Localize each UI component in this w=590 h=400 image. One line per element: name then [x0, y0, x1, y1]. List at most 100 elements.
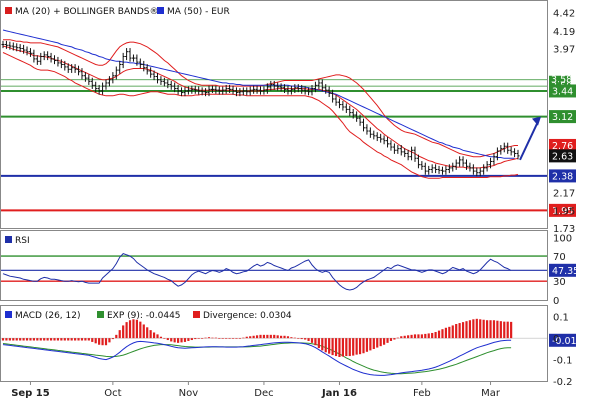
divergence-bar: [293, 337, 296, 339]
price-tick-label-4: 1.95: [553, 206, 575, 217]
divergence-bar: [235, 338, 238, 339]
divergence-bar: [101, 338, 104, 346]
divergence-bar: [345, 338, 348, 357]
divergence-bar: [341, 338, 344, 357]
divergence-bar: [417, 334, 420, 339]
legend-swatch-ma20: [5, 7, 12, 14]
price-tag-1-box: [549, 149, 576, 163]
divergence-bar: [269, 334, 272, 339]
divergence-bar: [74, 338, 77, 341]
divergence-bar: [379, 338, 382, 347]
divergence-bar: [29, 338, 32, 341]
divergence-bar: [331, 338, 334, 356]
bollinger-lower-line: [2, 52, 519, 179]
price-tick-label-2: 3.97: [553, 44, 575, 55]
divergence-bar: [49, 338, 53, 341]
divergence-bar: [472, 319, 475, 339]
divergence-bar: [221, 338, 224, 339]
divergence-bar: [238, 338, 241, 339]
divergence-bar: [84, 338, 87, 341]
divergence-bar: [67, 338, 70, 341]
legend-swatch-exp: [97, 311, 104, 318]
divergence-bar: [355, 338, 358, 355]
divergence-bar: [163, 338, 166, 339]
rsi-panel-frame: [0, 230, 548, 301]
divergence-bar: [403, 335, 406, 339]
rsi-current-tag-box: [549, 263, 576, 277]
value-tags: 3.583.503.443.122.381.952.762.6347.35-0.…: [549, 75, 579, 347]
divergence-bar: [407, 335, 410, 339]
divergence-bar: [22, 338, 25, 341]
macd-tick-label-0: 0.1: [553, 313, 569, 324]
divergence-bar: [396, 337, 399, 339]
legend-swatch-divergence: [193, 311, 200, 318]
macd-current-tag-label: -0.01: [552, 336, 577, 347]
divergence-bar: [461, 322, 465, 339]
divergence-bar: [173, 338, 176, 343]
divergence-bar: [468, 320, 472, 339]
divergence-bar: [283, 335, 286, 339]
divergence-bar: [492, 320, 496, 339]
divergence-bar: [400, 336, 403, 339]
divergence-bar: [39, 338, 42, 341]
divergence-bar: [262, 334, 266, 339]
divergence-bar: [259, 334, 262, 339]
divergence-bar: [273, 334, 276, 339]
divergence-bar: [207, 337, 211, 339]
legend-ma50-label: MA (50) - EUR: [167, 7, 230, 17]
divergence-bar: [187, 338, 190, 341]
divergence-bar: [5, 338, 8, 341]
divergence-bar: [455, 324, 458, 339]
divergence-bar: [132, 319, 135, 339]
divergence-bar: [56, 338, 60, 341]
x-axis-label-6: Mar: [481, 388, 501, 399]
divergence-bar: [204, 337, 207, 339]
divergence-bar: [1, 338, 5, 341]
divergence-bar: [142, 324, 145, 339]
x-axis-labels: Sep 15 Oct Nov Dec Jan 16 Feb Mar: [11, 381, 501, 399]
rsi-line: [2, 253, 512, 291]
divergence-bar: [310, 338, 314, 343]
divergence-bar: [499, 321, 502, 339]
rsi-legend: RSI: [5, 236, 30, 246]
divergence-bar: [496, 320, 499, 339]
divergence-bar: [252, 335, 255, 339]
legend-rsi-label: RSI: [15, 236, 30, 246]
divergence-bar: [334, 338, 338, 357]
divergence-bar: [280, 335, 283, 339]
price-legend: MA (20) + BOLLINGER BANDS® MA (50) - EUR: [5, 7, 230, 17]
divergence-bar: [510, 321, 513, 339]
x-axis-label-0: Sep 15: [11, 388, 50, 399]
divergence-bar: [146, 327, 149, 339]
divergence-bar: [166, 338, 169, 341]
rsi-tick-label-3: 0: [553, 296, 559, 307]
x-axis-label-5: Feb: [413, 388, 431, 399]
ma50-line: [2, 29, 515, 159]
divergence-bar: [321, 338, 324, 351]
divergence-bar: [328, 338, 331, 354]
divergence-bar: [503, 321, 506, 339]
price-tick-label-1: 4.19: [553, 27, 575, 38]
price-tag-1-label: 2.63: [552, 151, 573, 162]
divergence-bar: [77, 338, 80, 341]
divergence-bar: [427, 333, 430, 339]
divergence-bar: [441, 329, 444, 339]
divergence-bar: [104, 338, 108, 346]
level-tag-3-label: 3.12: [552, 112, 573, 123]
macd-legend: MACD (26, 12) EXP (9): -0.0445 Divergenc…: [5, 311, 292, 321]
level-tag-5-label: 1.95: [552, 206, 573, 217]
divergence-bar: [465, 321, 468, 339]
level-tag-4-label: 2.38: [552, 171, 573, 182]
divergence-bar: [60, 338, 63, 341]
level-tag-3-box: [549, 110, 576, 124]
divergence-bar: [431, 332, 434, 339]
divergence-bar: [211, 337, 214, 339]
macd-tick-label-3: -0.2: [553, 377, 573, 388]
price-panel-frame: [0, 0, 548, 229]
divergence-bar: [152, 332, 156, 339]
divergence-bar: [362, 338, 365, 354]
price-tag-0-label: 2.76: [552, 141, 573, 152]
rsi-tick-label-0: 100: [553, 233, 572, 244]
divergence-bar: [300, 338, 303, 340]
